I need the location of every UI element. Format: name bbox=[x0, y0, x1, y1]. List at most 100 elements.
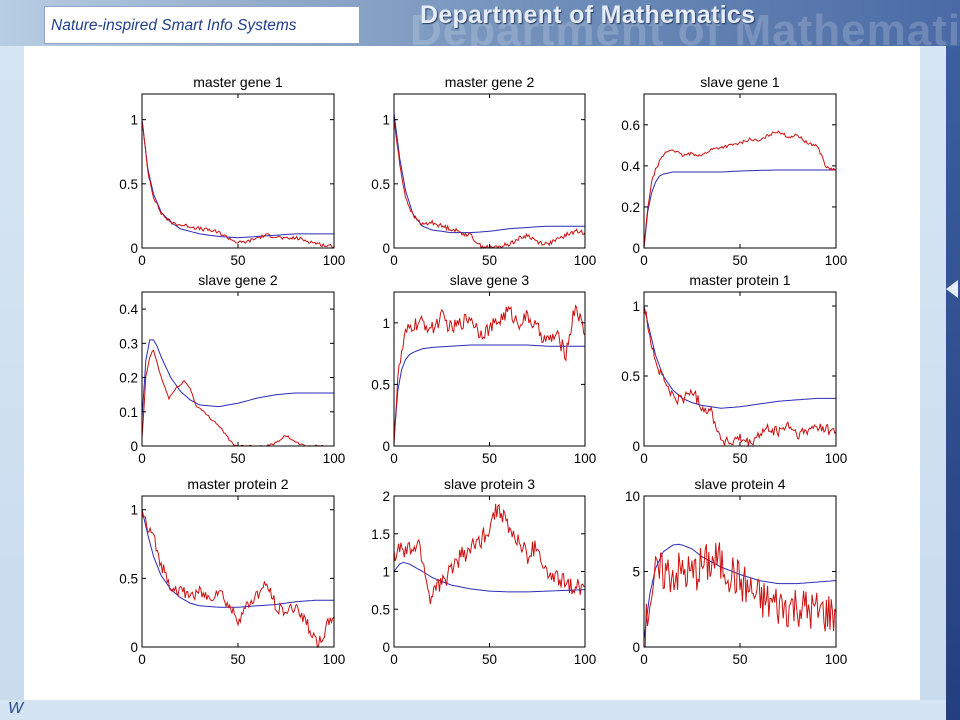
x-tick-label: 100 bbox=[323, 451, 346, 466]
subplot-title: slave protein 4 bbox=[694, 476, 785, 492]
bottom-band bbox=[0, 700, 946, 720]
model-curve-master-gene-1 bbox=[141, 119, 334, 239]
model-curve-master-protein-2 bbox=[141, 509, 334, 608]
subplot-master-gene-1: master gene 1 0 50 100 0 0.5 1 bbox=[119, 74, 345, 268]
x-tick-label: 50 bbox=[482, 253, 497, 268]
x-tick-label: 0 bbox=[640, 253, 648, 268]
axes-box bbox=[393, 93, 586, 249]
model-curve-master-protein-1 bbox=[643, 305, 836, 409]
x-tick-label: 100 bbox=[574, 451, 597, 466]
y-tick-label: 1.5 bbox=[371, 527, 390, 542]
y-tick-label: 0.2 bbox=[621, 200, 640, 215]
model-curve-slave-gene-3 bbox=[393, 344, 585, 440]
subplot-title: master gene 2 bbox=[445, 74, 535, 90]
x-tick-label: 100 bbox=[323, 652, 346, 667]
y-tick-label: 0.5 bbox=[621, 369, 640, 384]
left-arrow-icon[interactable] bbox=[946, 280, 958, 298]
header-bar: Department of Mathematics Department of … bbox=[0, 0, 960, 55]
footer-text-fragment: W bbox=[8, 700, 24, 717]
simulation-curve-slave-gene-1 bbox=[643, 130, 837, 248]
y-tick-label: 2 bbox=[382, 489, 390, 504]
y-tick-label: 1 bbox=[382, 113, 390, 128]
figure-panel: master gene 1 0 50 100 0 0.5 1 master gene 2 0 50… bbox=[24, 46, 920, 700]
x-tick-label: 50 bbox=[230, 652, 245, 667]
right-edge-background bbox=[946, 46, 960, 720]
subplot-title: slave protein 3 bbox=[444, 476, 535, 492]
y-tick-label: 5 bbox=[632, 565, 640, 580]
y-tick-label: 0.5 bbox=[119, 571, 138, 586]
y-tick-label: 0.5 bbox=[371, 602, 390, 617]
x-tick-label: 0 bbox=[640, 451, 648, 466]
x-tick-label: 0 bbox=[138, 253, 146, 268]
x-tick-label: 50 bbox=[482, 451, 497, 466]
subplot-slave-protein-3: slave protein 3 0 50 100 0 0.5 1 1.5 2 bbox=[371, 476, 596, 667]
y-tick-label: 0.2 bbox=[119, 371, 138, 386]
simulation-curve-master-protein-1 bbox=[643, 307, 837, 447]
x-tick-label: 0 bbox=[640, 652, 648, 667]
simulation-curve-slave-protein-4 bbox=[644, 542, 837, 648]
x-tick-label: 100 bbox=[825, 652, 848, 667]
x-tick-label: 50 bbox=[732, 652, 747, 667]
subplot-title: slave gene 3 bbox=[450, 272, 530, 288]
y-tick-label: 0.5 bbox=[371, 377, 390, 392]
x-tick-label: 100 bbox=[574, 652, 597, 667]
y-tick-label: 1 bbox=[382, 316, 390, 331]
subplot-master-gene-2: master gene 2 0 50 100 0 0.5 1 bbox=[371, 74, 596, 268]
model-curve-slave-gene-1 bbox=[643, 169, 836, 249]
model-curve-slave-gene-2 bbox=[141, 339, 334, 419]
y-tick-label: 10 bbox=[625, 489, 640, 504]
simulation-curve-slave-gene-3 bbox=[393, 304, 586, 446]
x-tick-label: 100 bbox=[825, 253, 848, 268]
y-tick-label: 0 bbox=[130, 241, 138, 256]
y-tick-label: 0 bbox=[130, 640, 138, 655]
logo-text: Nature-inspired Smart Info Systems bbox=[51, 17, 297, 34]
subplot-title: master protein 2 bbox=[187, 476, 288, 492]
x-tick-label: 50 bbox=[732, 451, 747, 466]
logo-box: Nature-inspired Smart Info Systems bbox=[44, 6, 360, 44]
x-tick-label: 0 bbox=[390, 253, 398, 268]
y-tick-label: 0 bbox=[632, 640, 640, 655]
axes-box bbox=[141, 93, 335, 249]
y-tick-label: 0 bbox=[382, 640, 390, 655]
y-tick-label: 0 bbox=[382, 439, 390, 454]
x-tick-label: 100 bbox=[825, 451, 848, 466]
subplot-title: master protein 1 bbox=[689, 272, 790, 288]
department-title: Department of Mathematics bbox=[420, 1, 756, 29]
y-tick-label: 0.1 bbox=[119, 405, 138, 420]
x-tick-label: 50 bbox=[230, 451, 245, 466]
y-tick-label: 1 bbox=[632, 299, 640, 314]
axes-box bbox=[643, 291, 837, 447]
y-tick-label: 0.3 bbox=[119, 336, 138, 351]
y-tick-label: 0.5 bbox=[119, 177, 138, 192]
y-tick-label: 0.6 bbox=[621, 118, 640, 133]
x-tick-label: 0 bbox=[390, 652, 398, 667]
subplot-title: master gene 1 bbox=[193, 74, 283, 90]
model-curve-slave-protein-4 bbox=[643, 543, 837, 640]
simulation-curve-slave-gene-2 bbox=[141, 349, 334, 447]
simulation-curve-master-protein-2 bbox=[141, 508, 335, 649]
x-tick-label: 50 bbox=[482, 652, 497, 667]
y-tick-label: 1 bbox=[382, 565, 390, 580]
axes-box bbox=[393, 291, 586, 447]
y-tick-label: 0.4 bbox=[621, 159, 640, 174]
x-tick-label: 100 bbox=[574, 253, 597, 268]
x-tick-label: 100 bbox=[323, 253, 346, 268]
subplot-slave-gene-2: slave gene 2 0 50 100 0 0.1 0.2 0.3 0.4 bbox=[119, 272, 345, 466]
subplot-master-protein-1: master protein 1 0 50 100 0 0.5 1 bbox=[621, 272, 847, 466]
y-tick-label: 0 bbox=[632, 439, 640, 454]
model-curve-slave-protein-3 bbox=[393, 561, 586, 593]
left-side-strip bbox=[0, 46, 24, 720]
subplot-slave-protein-4: slave protein 4 0 50 100 0 5 10 bbox=[625, 476, 847, 667]
right-side-strip bbox=[920, 46, 946, 720]
y-tick-label: 0 bbox=[632, 241, 640, 256]
x-tick-label: 50 bbox=[230, 253, 245, 268]
x-tick-label: 50 bbox=[732, 253, 747, 268]
subplot-slave-gene-1: slave gene 1 0 50 100 0 0.2 0.4 0.6 bbox=[621, 74, 847, 268]
subplot-slave-gene-3: slave gene 3 0 50 100 0 0.5 1 bbox=[371, 272, 596, 466]
simulation-curve-master-gene-2 bbox=[393, 120, 586, 250]
y-tick-label: 0.5 bbox=[371, 177, 390, 192]
x-tick-label: 0 bbox=[390, 451, 398, 466]
y-tick-label: 1 bbox=[130, 113, 138, 128]
subplot-title: slave gene 2 bbox=[198, 272, 278, 288]
